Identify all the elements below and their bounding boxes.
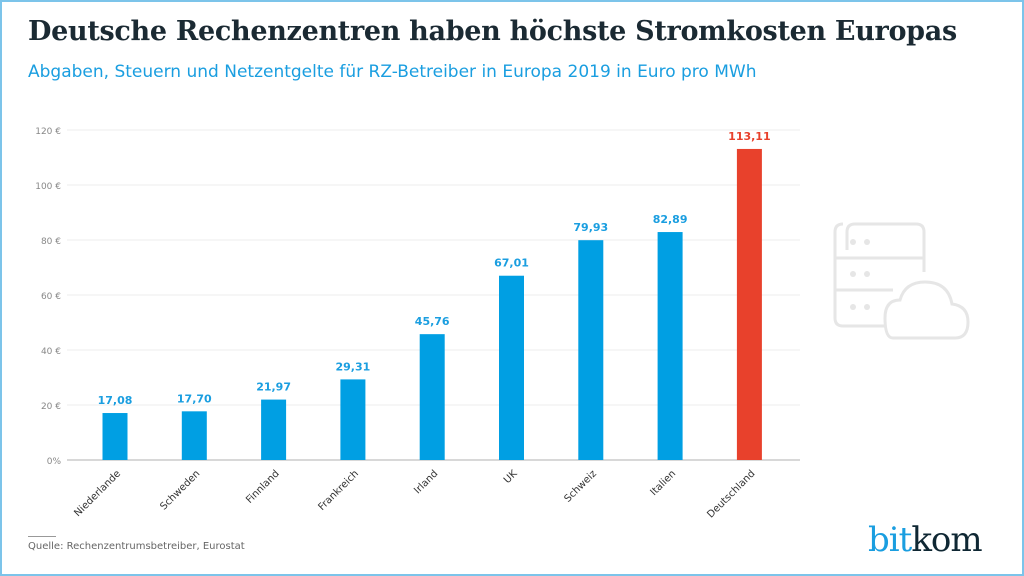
- data-label: 67,01: [494, 257, 529, 270]
- data-label: 17,08: [98, 394, 133, 407]
- chart-subtitle: Abgaben, Steuern und Netzentgelte für RZ…: [28, 62, 757, 82]
- data-label: 79,93: [573, 221, 608, 234]
- data-label: 17,70: [177, 392, 212, 405]
- bar: [340, 379, 366, 460]
- bar: [102, 413, 128, 460]
- x-tick-label: Finnland: [244, 468, 282, 506]
- y-tick-label: 40 €: [41, 347, 61, 357]
- x-tick-label: Schweiz: [562, 468, 598, 504]
- bar: [578, 240, 604, 460]
- source-note: Quelle: Rechenzentrumsbetreiber, Eurosta…: [28, 541, 245, 552]
- y-tick-label: 20 €: [41, 402, 61, 412]
- bitkom-logo: bitkom: [868, 520, 983, 560]
- bar: [736, 148, 762, 460]
- data-label: 82,89: [653, 213, 688, 226]
- server-cloud-icon: [833, 222, 970, 340]
- x-tick-label: Frankreich: [316, 468, 361, 513]
- data-label: 21,97: [256, 381, 291, 394]
- y-tick-label: 60 €: [41, 292, 61, 302]
- bar: [419, 334, 445, 460]
- x-tick-label: Italien: [648, 468, 678, 498]
- bar: [181, 411, 207, 460]
- bar: [657, 232, 683, 460]
- bar: [261, 399, 287, 460]
- bar: [499, 275, 524, 460]
- x-tick-label: Niederlande: [72, 468, 123, 519]
- data-label: 29,31: [336, 360, 371, 373]
- data-label: 113,11: [728, 130, 770, 143]
- source-divider: [28, 536, 56, 537]
- y-tick-label: 80 €: [41, 237, 61, 247]
- x-tick-label: Deutschland: [705, 468, 757, 520]
- y-tick-label: 120 €: [35, 127, 61, 137]
- chart-title: Deutsche Rechenzentren haben höchste Str…: [28, 16, 957, 47]
- x-tick-label: Schweden: [158, 468, 202, 512]
- x-tick-label: UK: [502, 468, 520, 486]
- data-label: 45,76: [415, 315, 450, 328]
- x-tick-label: Irland: [412, 468, 440, 496]
- y-tick-label: 0%: [47, 457, 62, 467]
- y-tick-label: 100 €: [35, 182, 61, 192]
